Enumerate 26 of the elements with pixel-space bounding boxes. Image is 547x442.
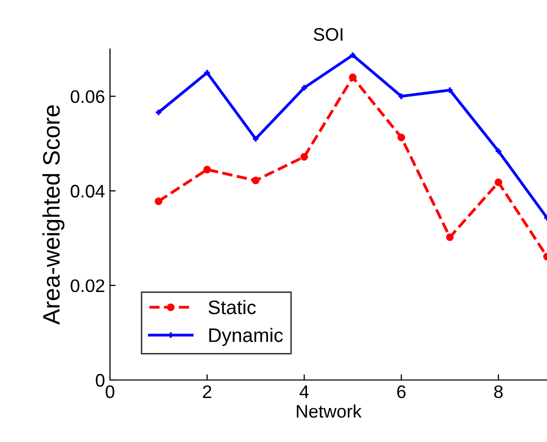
y-tick-label: 0.04 [70, 184, 105, 198]
point [348, 74, 357, 82]
y-axis-title: Area-weighted Score [42, 105, 64, 325]
y-tick-label: 0 [96, 374, 104, 387]
x-tick-label: 0 [106, 385, 114, 398]
point [494, 178, 502, 186]
x-tick-label: 6 [397, 385, 406, 398]
point [252, 135, 260, 143]
x-tick-label: 2 [203, 385, 212, 398]
y-tick-label: 0.02 [70, 279, 104, 292]
point [252, 176, 260, 184]
point [203, 166, 211, 174]
point [446, 233, 454, 242]
x-axis-title: Network [296, 404, 362, 418]
x-tick-label: 8 [494, 385, 503, 398]
point [154, 197, 162, 206]
point [494, 147, 502, 155]
point [398, 134, 406, 142]
point [203, 68, 211, 76]
legend-label: Static [208, 300, 256, 314]
point [300, 152, 308, 161]
legend-label: Dynamic [209, 328, 283, 346]
chart-title: SOI [314, 28, 342, 41]
point [446, 86, 454, 94]
y-tick-label: 0.06 [70, 90, 104, 104]
x-tick-label: 4 [300, 386, 309, 398]
